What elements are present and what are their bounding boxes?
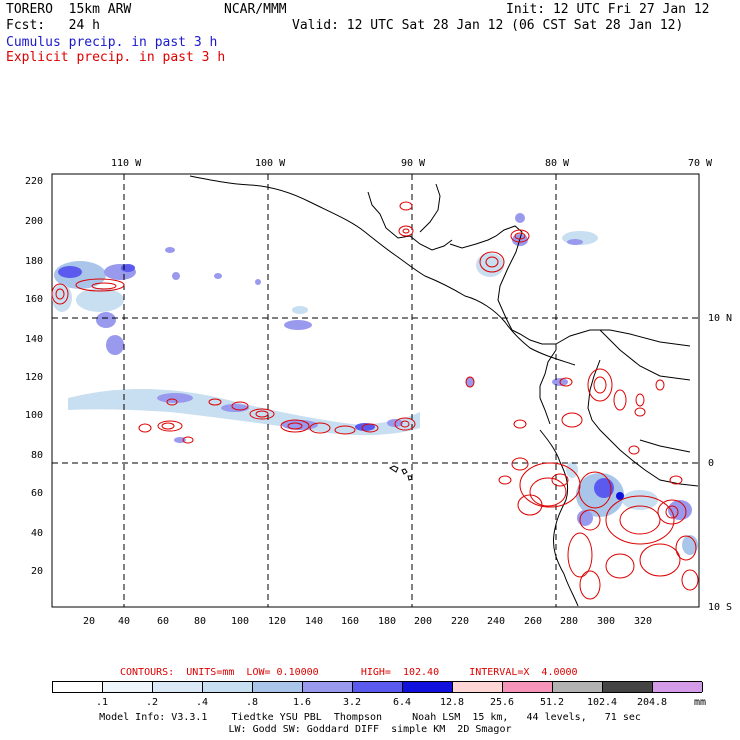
lat-label-10n: 10 N <box>708 313 733 324</box>
y-tick: 100 <box>25 410 44 421</box>
colorbar-label: 6.4 <box>392 697 412 708</box>
colorbar-label: 12.8 <box>439 697 465 708</box>
model-info-line2: LW: Godd SW: Goddard DIFF simple KM 2D S… <box>228 724 512 735</box>
valid-time: Valid: 12 UTC Sat 28 Jan 12 (06 CST Sat … <box>292 18 684 33</box>
lon-label-90w: 90 W <box>401 158 426 169</box>
y-tick: 120 <box>25 372 44 383</box>
x-tick: 200 <box>414 616 433 627</box>
x-tick: 140 <box>305 616 324 627</box>
colorbar-cell <box>403 682 453 692</box>
x-tick: 180 <box>378 616 397 627</box>
coastlines <box>189 175 699 607</box>
colorbar-cell <box>603 682 653 692</box>
colorbar-label: 1.6 <box>292 697 312 708</box>
x-tick: 220 <box>451 616 470 627</box>
legend-cumulus: Cumulus precip. in past 3 h <box>6 35 218 50</box>
lat-label-10s: 10 S <box>708 602 733 613</box>
x-tick: 280 <box>560 616 579 627</box>
colorbar-cell <box>253 682 303 692</box>
model-name: TORERO 15km ARW <box>6 2 132 17</box>
y-tick: 60 <box>31 488 44 499</box>
colorbar-cell <box>303 682 353 692</box>
x-tick: 260 <box>524 616 543 627</box>
y-tick: 40 <box>31 528 44 539</box>
y-tick: 20 <box>31 566 44 577</box>
lat-label-equator: 0 <box>708 458 715 469</box>
x-tick: 300 <box>597 616 616 627</box>
colorbar-unit: mm <box>694 697 707 708</box>
legend-explicit: Explicit precip. in past 3 h <box>6 50 226 65</box>
colorbar-label: 3.2 <box>342 697 362 708</box>
colorbar-cell <box>53 682 103 692</box>
x-tick: 40 <box>118 616 131 627</box>
x-tick: 20 <box>83 616 96 627</box>
init-time: Init: 12 UTC Fri 27 Jan 12 <box>506 2 710 17</box>
x-tick: 100 <box>231 616 250 627</box>
y-tick: 80 <box>31 450 44 461</box>
x-tick: 60 <box>157 616 170 627</box>
colorbar-label: .4 <box>195 697 209 708</box>
contour-info: CONTOURS: UNITS=mm LOW= 0.10000 HIGH= 10… <box>120 667 578 678</box>
colorbar-cell <box>503 682 553 692</box>
lon-label-100w: 100 W <box>255 158 286 169</box>
x-tick: 160 <box>341 616 360 627</box>
x-tick: 320 <box>634 616 653 627</box>
y-tick: 180 <box>25 256 44 267</box>
colorbar-label: 102.4 <box>586 697 618 708</box>
lon-label-110w: 110 W <box>111 158 142 169</box>
colorbar-cell <box>553 682 603 692</box>
precip-colorbar <box>52 681 703 693</box>
colorbar-cell <box>453 682 503 692</box>
y-tick: 220 <box>25 176 44 187</box>
explicit-precip-contours <box>51 201 699 600</box>
y-tick: 160 <box>25 294 44 305</box>
colorbar-cell <box>353 682 403 692</box>
lon-label-70w: 70 W <box>688 158 713 169</box>
organization: NCAR/MMM <box>224 2 287 17</box>
y-tick: 200 <box>25 216 44 227</box>
x-tick: 240 <box>487 616 506 627</box>
y-tick: 140 <box>25 334 44 345</box>
x-tick: 120 <box>268 616 287 627</box>
colorbar-label: 25.6 <box>489 697 515 708</box>
colorbar-label: 204.8 <box>636 697 668 708</box>
model-info-line1: Model Info: V3.3.1 Tiedtke YSU PBL Thomp… <box>99 712 641 723</box>
colorbar-cell <box>103 682 153 692</box>
forecast-hour: Fcst: 24 h <box>6 18 100 33</box>
x-tick: 80 <box>194 616 207 627</box>
colorbar-label: .2 <box>145 697 159 708</box>
colorbar-cell <box>153 682 203 692</box>
colorbar-label: 51.2 <box>539 697 565 708</box>
lat-lon-grid <box>52 174 699 607</box>
colorbar-label: .8 <box>245 697 259 708</box>
colorbar-cell <box>653 682 703 692</box>
colorbar-label: .1 <box>95 697 109 708</box>
lon-label-80w: 80 W <box>545 158 570 169</box>
colorbar-cell <box>203 682 253 692</box>
